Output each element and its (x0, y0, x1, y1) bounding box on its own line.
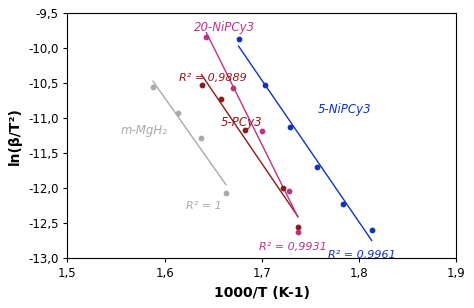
X-axis label: 1000/T (K-1): 1000/T (K-1) (214, 286, 310, 300)
Point (149, 85, 157, 90)
Point (280, 186, 287, 191)
Text: R² = 0,9961: R² = 0,9961 (328, 250, 396, 260)
Point (294, 225, 301, 230)
Point (258, 128, 265, 133)
Text: R² = 0,9889: R² = 0,9889 (179, 73, 247, 83)
Text: R² = 0,9931: R² = 0,9931 (259, 242, 327, 252)
Y-axis label: ln(β/T²): ln(β/T²) (9, 107, 22, 165)
Point (285, 188, 293, 193)
Point (203, 34, 210, 39)
Point (235, 36, 242, 41)
Text: R² = 1: R² = 1 (186, 201, 222, 211)
Point (286, 125, 294, 130)
Point (197, 135, 204, 140)
Point (339, 201, 346, 206)
Point (229, 86, 237, 91)
Text: 5-NiPCy3: 5-NiPCy3 (318, 103, 372, 116)
Point (174, 111, 182, 116)
Point (368, 228, 375, 233)
Point (242, 128, 249, 132)
Point (261, 82, 269, 87)
Point (313, 165, 321, 170)
Point (222, 191, 230, 196)
Text: 5-PCy3: 5-PCy3 (221, 116, 263, 129)
Point (294, 230, 301, 235)
Point (217, 96, 225, 101)
Text: 20-NiPCy3: 20-NiPCy3 (194, 21, 255, 34)
Text: m-MgH₂: m-MgH₂ (121, 124, 168, 137)
Point (198, 82, 205, 87)
